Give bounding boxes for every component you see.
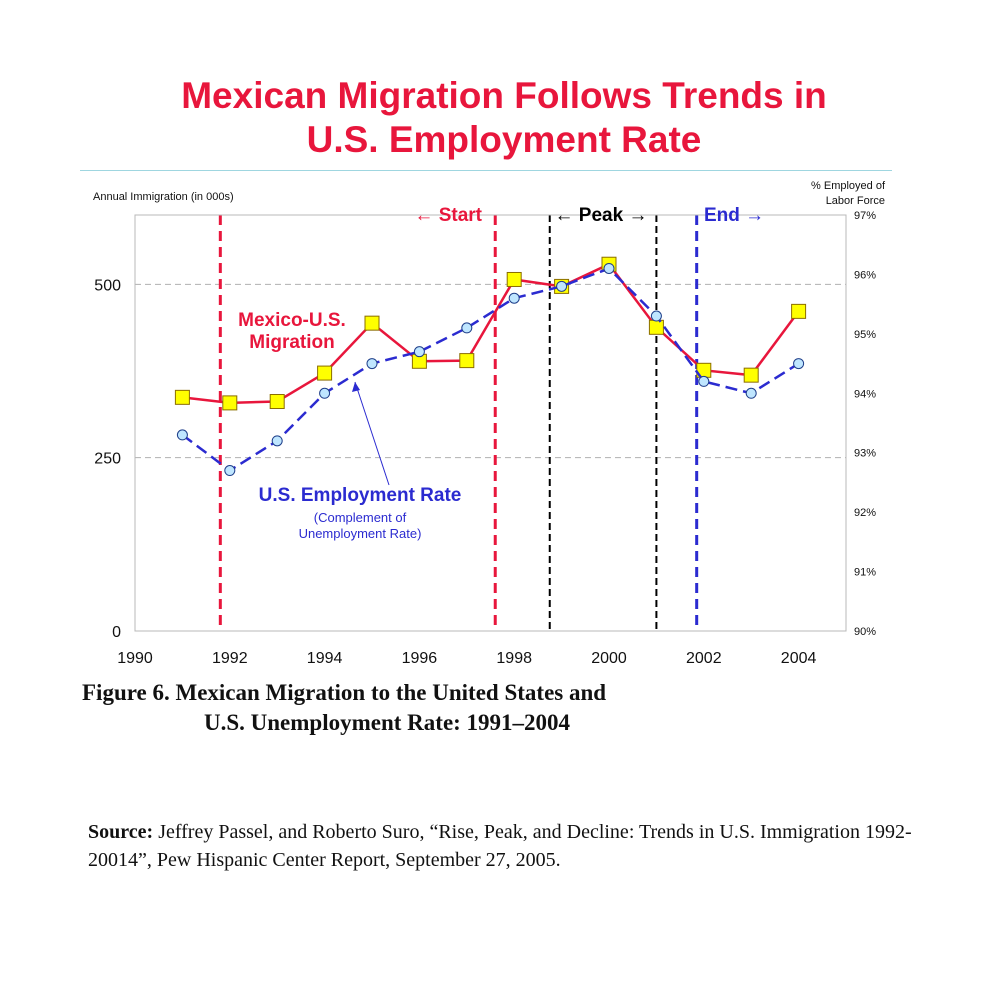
x-tick-label: 2002 <box>686 650 722 667</box>
employment-series-subtitle-line-2: Unemployment Rate) <box>299 526 422 541</box>
page-title: Mexican Migration Follows Trends in U.S.… <box>0 74 1008 162</box>
right-y-tick-label: 94% <box>854 388 876 400</box>
migration-series-label-line-1: Mexico-U.S. <box>238 310 346 331</box>
migration-series-label-line-2: Migration <box>249 332 335 353</box>
x-tick-label: 1998 <box>496 650 532 667</box>
figure-caption: Figure 6. Mexican Migration to the Unite… <box>82 678 606 738</box>
right-axis-title-line-2: Labor Force <box>826 195 885 207</box>
employment-point <box>650 310 662 322</box>
left-axis-title: Annual Immigration (in 000s) <box>93 191 234 203</box>
employment-point <box>508 292 520 304</box>
right-y-tick-label: 95% <box>854 329 876 341</box>
right-y-tick-label: 90% <box>854 626 876 638</box>
migration-point <box>222 395 238 411</box>
employment-point <box>224 465 236 477</box>
caption-line-2: U.S. Unemployment Rate: 1991–2004 <box>204 710 571 735</box>
migration-point <box>364 315 380 331</box>
migration-chart: 0 250 500 90% 91% 92% 93% 94% 95% 96% 97% 1990 1992 1… <box>93 180 886 667</box>
right-y-tick-label: 91% <box>854 567 876 579</box>
migration-point <box>459 353 475 369</box>
x-tick-label: 1994 <box>307 650 343 667</box>
employment-point <box>698 375 710 387</box>
employment-point <box>413 346 425 358</box>
employment-point <box>271 435 283 447</box>
migration-point <box>174 389 190 405</box>
phase-lines <box>218 215 699 631</box>
grid <box>135 283 846 459</box>
migration-point <box>743 367 759 383</box>
series-layer <box>174 256 807 477</box>
migration-point <box>317 365 333 381</box>
employment-point <box>793 358 805 370</box>
migration-line <box>182 262 800 405</box>
phase-label-end: End → <box>704 205 764 226</box>
source-label: Source: <box>88 821 154 843</box>
left-y-tick-label: 250 <box>94 451 121 468</box>
employment-label-pointer <box>354 381 390 486</box>
title-line-1: Mexican Migration Follows Trends in <box>181 75 827 116</box>
employment-point <box>366 358 378 370</box>
right-y-tick-label: 97% <box>854 210 876 222</box>
right-y-tick-label: 96% <box>854 269 876 281</box>
employment-point <box>176 429 188 441</box>
plot-frame <box>134 214 847 632</box>
phase-label-start: ← Start <box>414 205 482 226</box>
migration-point <box>269 394 285 410</box>
x-tick-label: 2004 <box>781 650 817 667</box>
right-y-tick-label: 92% <box>854 507 876 519</box>
title-line-2: U.S. Employment Rate <box>306 119 702 160</box>
title-divider <box>80 170 892 171</box>
left-y-tick-label: 500 <box>94 277 121 294</box>
employment-point <box>461 322 473 334</box>
x-tick-label: 1992 <box>212 650 248 667</box>
employment-point <box>603 262 615 274</box>
employment-point <box>319 387 331 399</box>
migration-point <box>791 303 807 319</box>
employment-point <box>556 280 568 292</box>
source-citation: Source: Jeffrey Passel, and Roberto Suro… <box>88 818 928 874</box>
source-text: Jeffrey Passel, and Roberto Suro, “Rise,… <box>88 821 912 871</box>
x-tick-label: 2000 <box>591 650 627 667</box>
employment-series-subtitle-line-1: (Complement of <box>314 510 407 525</box>
employment-label-pointer-arrowhead <box>352 382 360 392</box>
migration-point <box>648 319 664 335</box>
migration-point <box>506 271 522 287</box>
left-y-tick-label: 0 <box>112 624 121 641</box>
employment-line <box>181 267 800 473</box>
right-y-tick-label: 93% <box>854 448 876 460</box>
phase-label-peak: ← Peak → <box>555 205 648 226</box>
employment-series-label: U.S. Employment Rate <box>259 485 462 506</box>
x-tick-label: 1996 <box>402 650 438 667</box>
axis-labels: 0 250 500 90% 91% 92% 93% 94% 95% 96% 97% 1990 1992 1… <box>94 210 876 667</box>
employment-point <box>745 387 757 399</box>
right-axis-title-line-1: % Employed of <box>811 180 886 192</box>
x-tick-label: 1990 <box>117 650 153 667</box>
caption-line-1: Figure 6. Mexican Migration to the Unite… <box>82 680 607 705</box>
